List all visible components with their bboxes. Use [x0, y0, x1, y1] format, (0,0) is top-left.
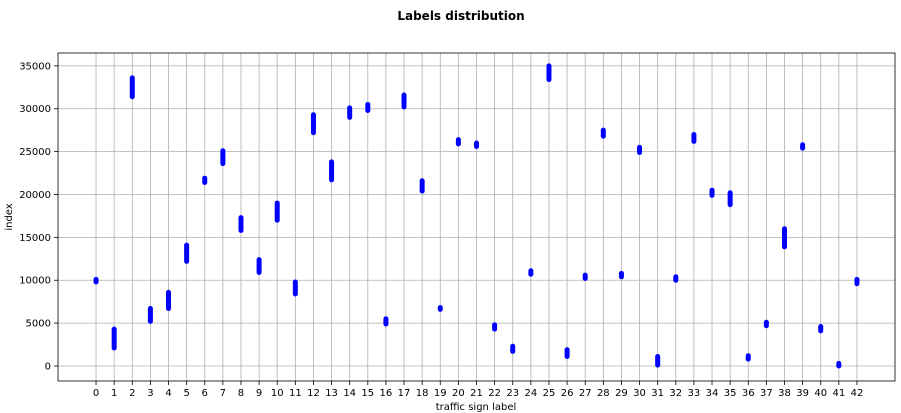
x-tick-label: 41	[832, 388, 845, 399]
x-tick-label: 33	[688, 388, 701, 399]
y-tick-label: 5000	[26, 319, 51, 330]
x-tick-label: 11	[289, 388, 302, 399]
x-tick-label: 13	[325, 388, 338, 399]
x-tick-label: 38	[778, 388, 791, 399]
x-tick-label: 15	[361, 388, 374, 399]
x-tick-label: 25	[543, 388, 556, 399]
y-tick-label: 20000	[19, 190, 51, 201]
data-marks	[93, 63, 860, 369]
x-tick-label: 9	[256, 388, 262, 399]
x-tick-label: 12	[307, 388, 320, 399]
x-tick-label: 18	[416, 388, 429, 399]
x-tick-label: 20	[452, 388, 465, 399]
x-tick-label: 29	[615, 388, 628, 399]
x-axis-label: traffic sign label	[436, 402, 517, 413]
x-tick-label: 3	[147, 388, 153, 399]
x-tick-label: 34	[706, 388, 719, 399]
x-tick-label: 5	[183, 388, 189, 399]
chart-title: Labels distribution	[397, 9, 524, 23]
y-tick-label: 35000	[19, 61, 51, 72]
x-tick-label: 42	[851, 388, 864, 399]
x-tick-label: 16	[380, 388, 393, 399]
x-tick-label: 8	[238, 388, 244, 399]
y-tick-label: 0	[45, 361, 51, 372]
x-tick-label: 40	[814, 388, 827, 399]
y-axis: 0 5000 10000 15000 20000 25000 30000 35000	[19, 61, 58, 372]
x-tick-label: 17	[398, 388, 411, 399]
x-tick-label: 1	[111, 388, 117, 399]
x-tick-label: 6	[202, 388, 208, 399]
x-tick-label: 36	[742, 388, 755, 399]
x-tick-label: 28	[597, 388, 610, 399]
x-tick-label: 32	[669, 388, 682, 399]
x-tick-label: 26	[561, 388, 574, 399]
x-tick-label: 2	[129, 388, 135, 399]
x-tick-label: 37	[760, 388, 773, 399]
x-tick-label: 24	[524, 388, 537, 399]
x-tick-label: 10	[271, 388, 284, 399]
y-tick-label: 30000	[19, 104, 51, 115]
y-tick-label: 10000	[19, 276, 51, 287]
x-tick-label: 7	[220, 388, 226, 399]
x-tick-label: 39	[796, 388, 809, 399]
y-tick-label: 25000	[19, 147, 51, 158]
x-tick-label: 22	[488, 388, 501, 399]
y-tick-label: 15000	[19, 233, 51, 244]
x-tick-label: 19	[434, 388, 447, 399]
x-tick-label: 35	[724, 388, 737, 399]
x-tick-label: 31	[651, 388, 664, 399]
x-tick-label: 23	[506, 388, 519, 399]
x-tick-label: 21	[470, 388, 483, 399]
x-axis: 0 1 2 3 4 5 6 7 8 9 10 11 12 13 14 15 16 17 18 19 20 21 22 23 24…	[93, 381, 863, 399]
x-tick-label: 4	[165, 388, 171, 399]
x-tick-label: 30	[633, 388, 646, 399]
x-tick-label: 0	[93, 388, 99, 399]
y-axis-label: index	[4, 203, 15, 230]
x-tick-label: 14	[343, 388, 356, 399]
x-tick-label: 27	[579, 388, 592, 399]
grid	[58, 53, 895, 381]
